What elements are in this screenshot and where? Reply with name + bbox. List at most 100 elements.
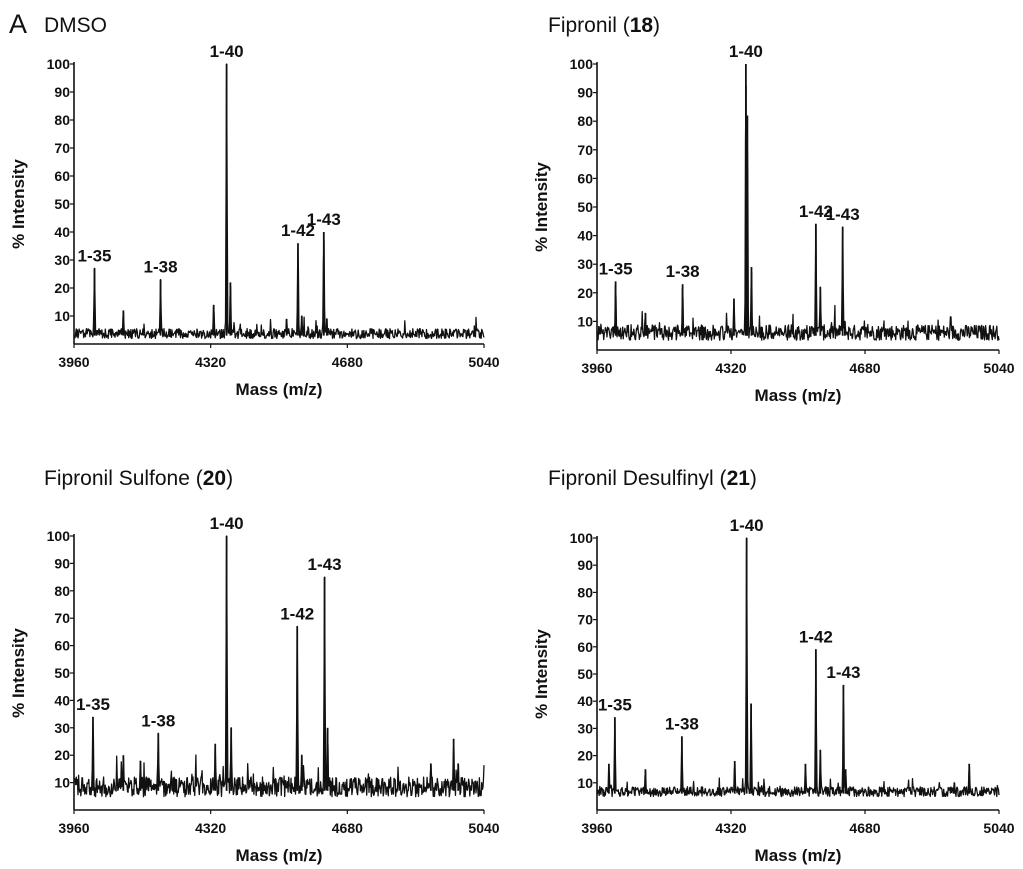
chart-title: Fipronil (18) xyxy=(548,14,660,38)
chart-title-text: Fipronil Desulfinyl ( xyxy=(548,467,727,490)
y-tick-label: 60 xyxy=(577,639,593,655)
x-tick-label: 4680 xyxy=(332,354,363,370)
x-tick-label: 3960 xyxy=(58,820,89,836)
y-tick-label: 20 xyxy=(54,747,70,763)
y-tick-label: 70 xyxy=(577,612,593,628)
y-tick-label: 90 xyxy=(577,557,593,573)
y-tick-label: 50 xyxy=(577,199,593,215)
y-tick-label: 100 xyxy=(570,530,594,546)
peak-label: 1-38 xyxy=(665,715,699,734)
y-tick-label: 40 xyxy=(54,692,70,708)
y-tick-label: 60 xyxy=(54,638,70,654)
y-tick-label: 70 xyxy=(54,610,70,626)
peak-label: 1-38 xyxy=(144,258,178,277)
chart-title-end: ) xyxy=(653,14,661,37)
y-tick-label: 40 xyxy=(577,693,593,709)
y-tick-label: 10 xyxy=(54,775,70,791)
spectrum-plot: 10 20 30 40 50 60 70 80 90 100 3960 4320 4680 5040 Mas… xyxy=(9,514,500,865)
peak-label: 1-40 xyxy=(730,516,764,535)
chart-title: Fipronil Desulfinyl (21) xyxy=(548,467,757,491)
peak-label: 1-42 xyxy=(280,604,314,623)
chart-title-number: 21 xyxy=(726,467,750,490)
chart-title-text: DMSO xyxy=(44,14,107,37)
x-tick-label: 4320 xyxy=(195,354,226,370)
peak-label: 1-35 xyxy=(599,259,633,278)
chart-title: DMSO xyxy=(44,14,107,38)
x-tick-label: 4320 xyxy=(195,820,226,836)
x-tick-label: 4680 xyxy=(849,360,880,376)
x-tick-label: 5040 xyxy=(983,360,1014,376)
y-tick-label: 50 xyxy=(54,665,70,681)
y-tick-label: 90 xyxy=(54,555,70,571)
chart-title-end: ) xyxy=(749,467,757,490)
y-tick-label: 50 xyxy=(577,666,593,682)
x-tick-label: 5040 xyxy=(983,820,1014,836)
peak-label: 1-42 xyxy=(281,221,315,240)
y-tick-label: 90 xyxy=(54,84,70,100)
x-tick-label: 4320 xyxy=(715,820,746,836)
spectrum-trace xyxy=(73,535,485,798)
y-tick-label: 10 xyxy=(577,313,593,329)
peak-label: 1-40 xyxy=(210,514,244,533)
y-axis-title: % Intensity xyxy=(9,159,28,249)
y-tick-label: 30 xyxy=(54,252,70,268)
y-tick-label: 30 xyxy=(577,256,593,272)
x-axis-title: Mass (m/z) xyxy=(755,386,842,405)
y-axis-title: % Intensity xyxy=(532,162,551,252)
y-tick-label: 20 xyxy=(577,748,593,764)
y-tick-label: 30 xyxy=(577,720,593,736)
y-tick-label: 60 xyxy=(577,170,593,186)
x-tick-label: 5040 xyxy=(468,820,499,836)
chart-title: Fipronil Sulfone (20) xyxy=(44,467,233,491)
y-axis-title: % Intensity xyxy=(532,629,551,719)
chart-panel-fipronil: Fipronil (18) 10 20 30 40 50 60 70 80 90 100 3960 4… xyxy=(511,0,1023,430)
y-tick-label: 80 xyxy=(577,584,593,600)
peak-label: 1-35 xyxy=(76,695,110,714)
peak-label: 1-42 xyxy=(799,202,833,221)
panel-letter: A xyxy=(9,9,28,39)
chart-title-text: Fipronil Sulfone ( xyxy=(44,467,203,490)
y-tick-label: 100 xyxy=(47,528,71,544)
peak-label: 1-40 xyxy=(210,42,244,61)
y-tick-label: 50 xyxy=(54,196,70,212)
peak-label: 1-43 xyxy=(308,555,342,574)
peak-label: 1-38 xyxy=(666,262,700,281)
peak-label: 1-35 xyxy=(598,696,632,715)
y-tick-label: 30 xyxy=(54,720,70,736)
y-tick-label: 10 xyxy=(54,308,70,324)
x-tick-label: 3960 xyxy=(581,820,612,836)
x-axis-title: Mass (m/z) xyxy=(755,846,842,865)
y-tick-label: 70 xyxy=(577,142,593,158)
peak-label: 1-38 xyxy=(141,711,175,730)
peak-label: 1-43 xyxy=(826,663,860,682)
x-axis-title: Mass (m/z) xyxy=(236,380,323,399)
y-tick-label: 80 xyxy=(54,112,70,128)
spectrum-trace xyxy=(596,537,1000,798)
spectrum-trace xyxy=(73,63,485,340)
chart-panel-dmso: DMSO 10 20 30 40 50 60 70 80 90 100 3960 4320 4680 50… xyxy=(0,0,511,430)
chart-title-number: 18 xyxy=(629,14,654,37)
spectrum-plot: 10 20 30 40 50 60 70 80 90 100 3960 4320 4680 5040 Mas… xyxy=(9,42,500,399)
y-tick-label: 40 xyxy=(577,228,593,244)
x-tick-label: 4320 xyxy=(715,360,746,376)
y-tick-label: 90 xyxy=(577,85,593,101)
x-axis-title: Mass (m/z) xyxy=(236,846,323,865)
peak-label: 1-43 xyxy=(307,210,341,229)
y-tick-label: 10 xyxy=(577,775,593,791)
chart-panel-fipronil-desulfinyl: Fipronil Desulfinyl (21) 10 20 30 40 50 60 70 8… xyxy=(511,430,1023,869)
x-tick-label: 5040 xyxy=(468,354,499,370)
y-tick-label: 40 xyxy=(54,224,70,240)
chart-title-text: Fipronil ( xyxy=(548,14,630,37)
x-tick-label: 4680 xyxy=(849,820,880,836)
y-tick-label: 80 xyxy=(577,113,593,129)
y-tick-label: 20 xyxy=(54,280,70,296)
y-tick-label: 70 xyxy=(54,140,70,156)
peak-label: 1-35 xyxy=(77,246,111,265)
spectrum-trace xyxy=(596,85,1000,341)
peak-label: 1-40 xyxy=(729,42,763,61)
y-tick-label: 60 xyxy=(54,168,70,184)
x-tick-label: 3960 xyxy=(58,354,89,370)
x-tick-label: 4680 xyxy=(332,820,363,836)
chart-title-number: 20 xyxy=(202,467,227,490)
spectrum-plot: 10 20 30 40 50 60 70 80 90 100 3960 4320 4680 5040 Mas… xyxy=(532,516,1015,865)
